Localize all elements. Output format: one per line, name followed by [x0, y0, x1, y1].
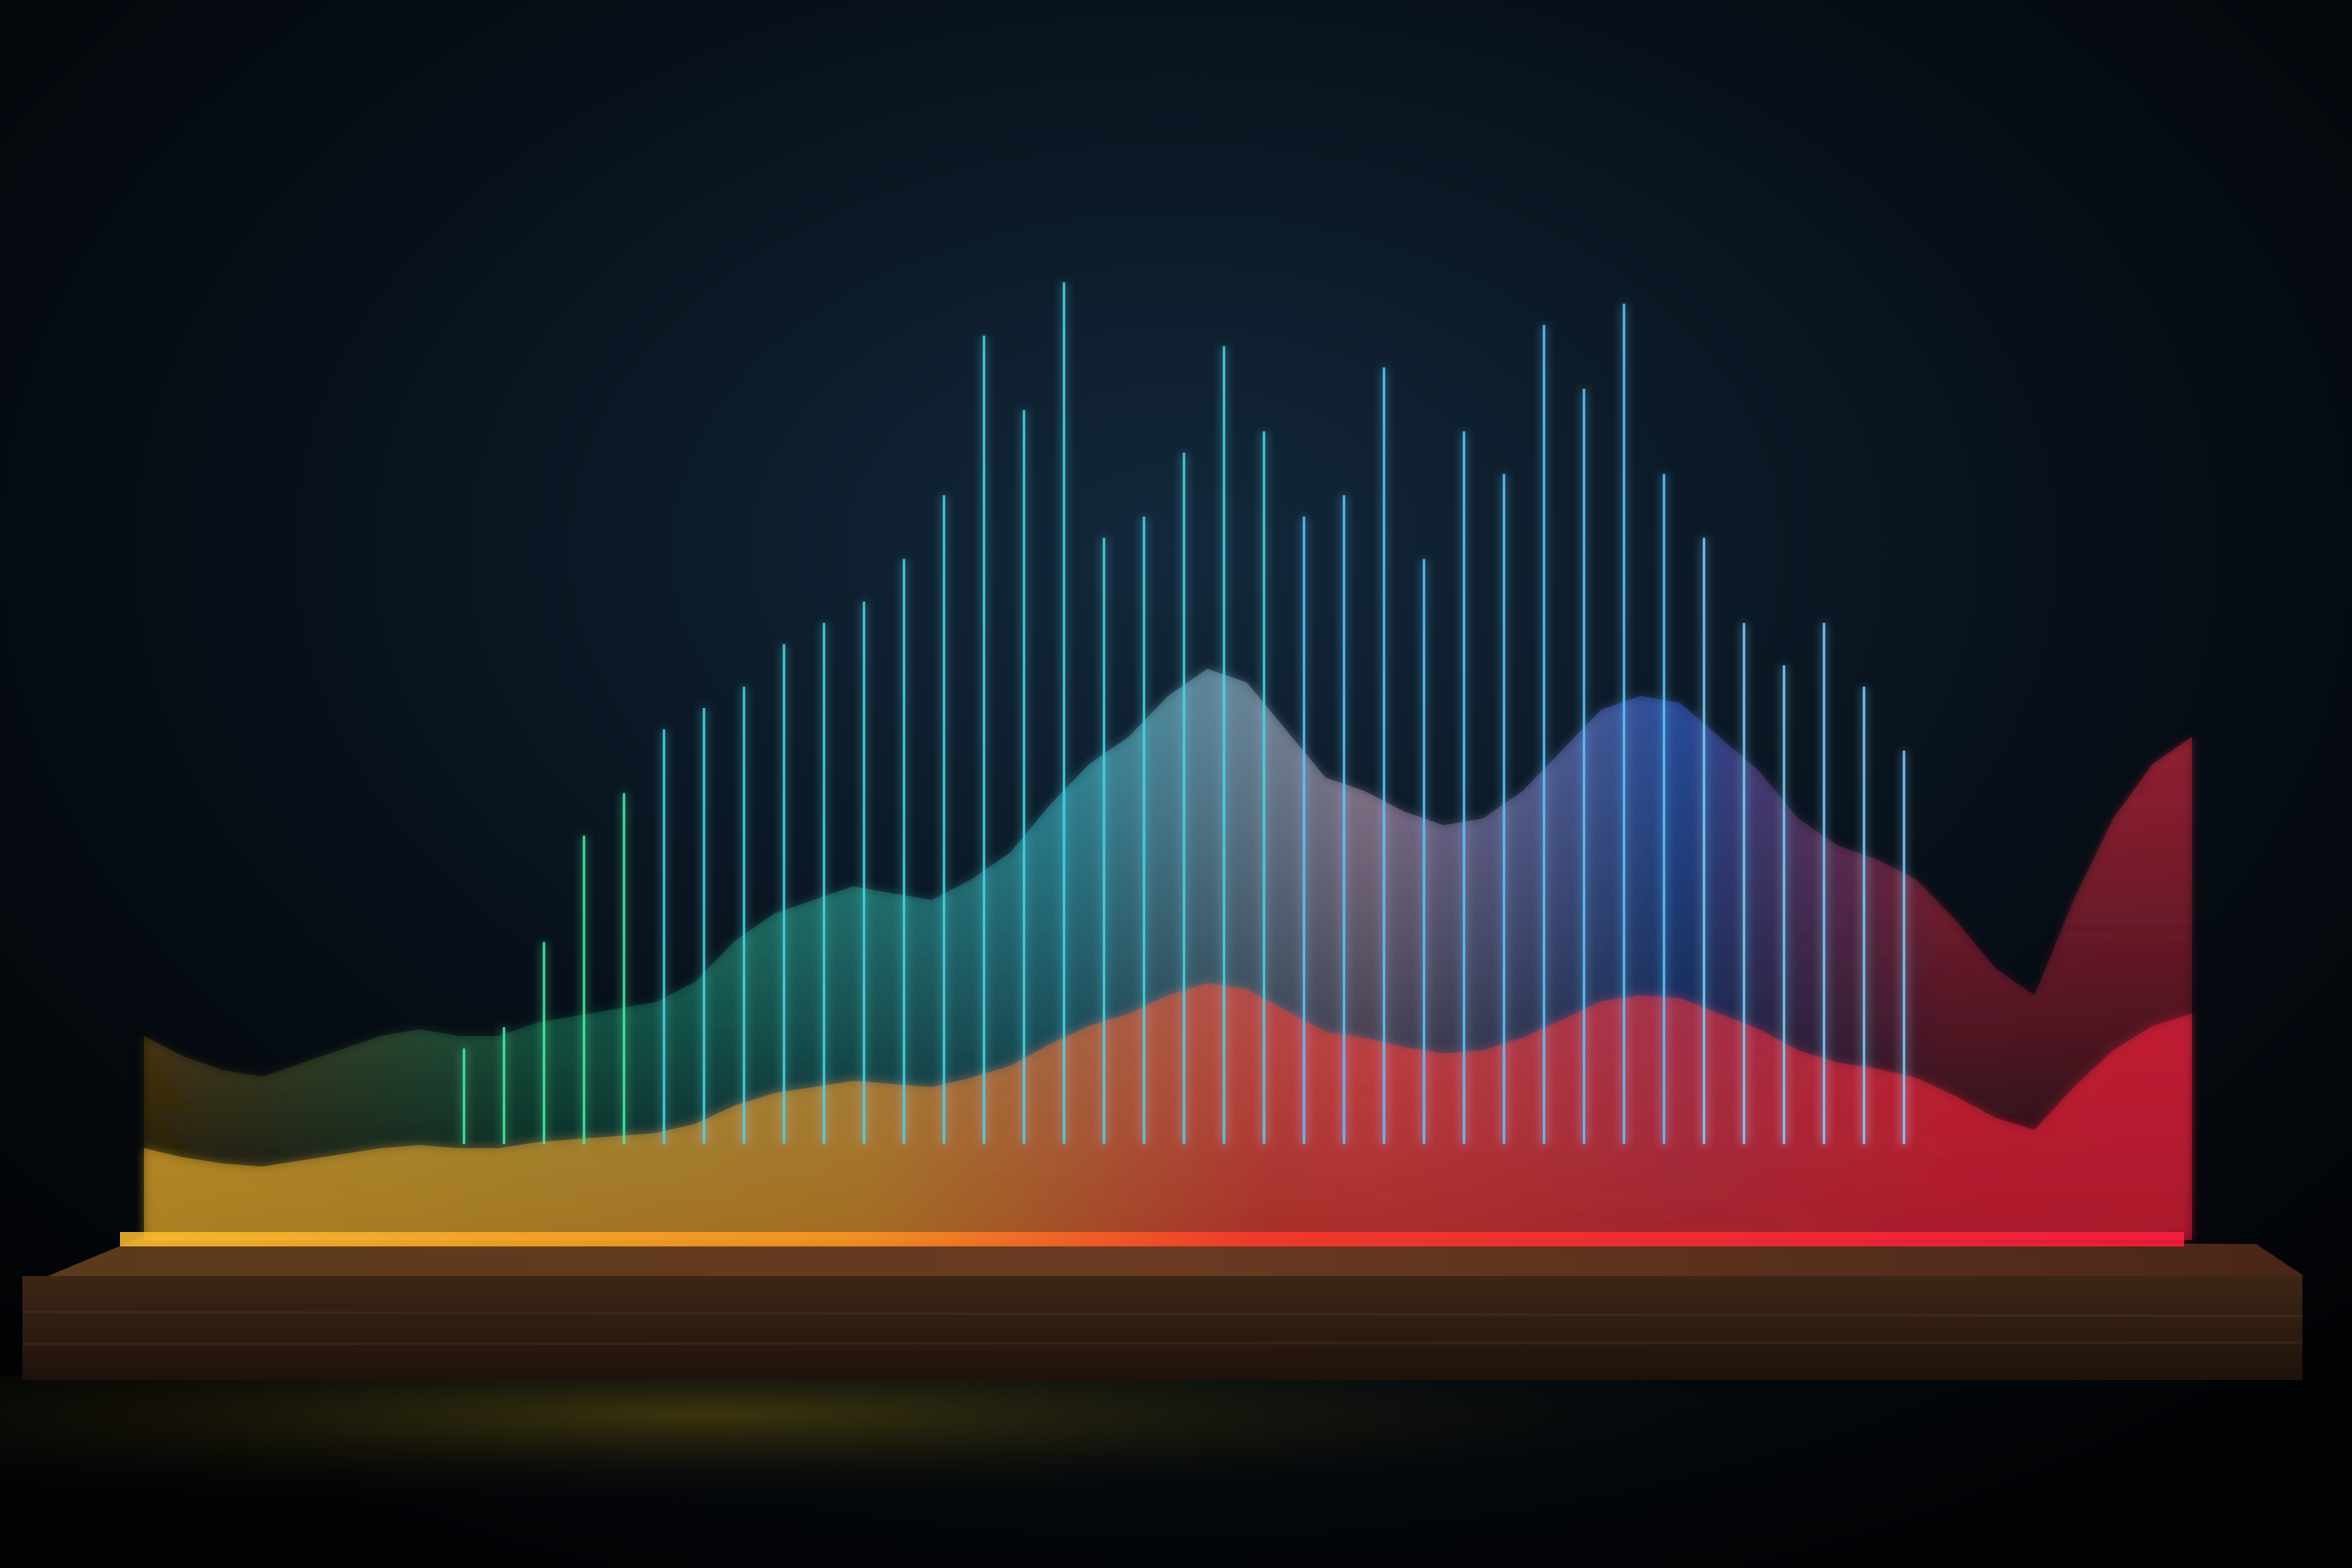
glowing-sculpture	[142, 282, 2194, 1240]
wooden-base	[22, 1236, 2304, 1380]
floor-reflection	[0, 1376, 2352, 1568]
base-light-strip	[120, 1232, 2184, 1246]
warm-glow-layer	[144, 982, 2192, 1240]
